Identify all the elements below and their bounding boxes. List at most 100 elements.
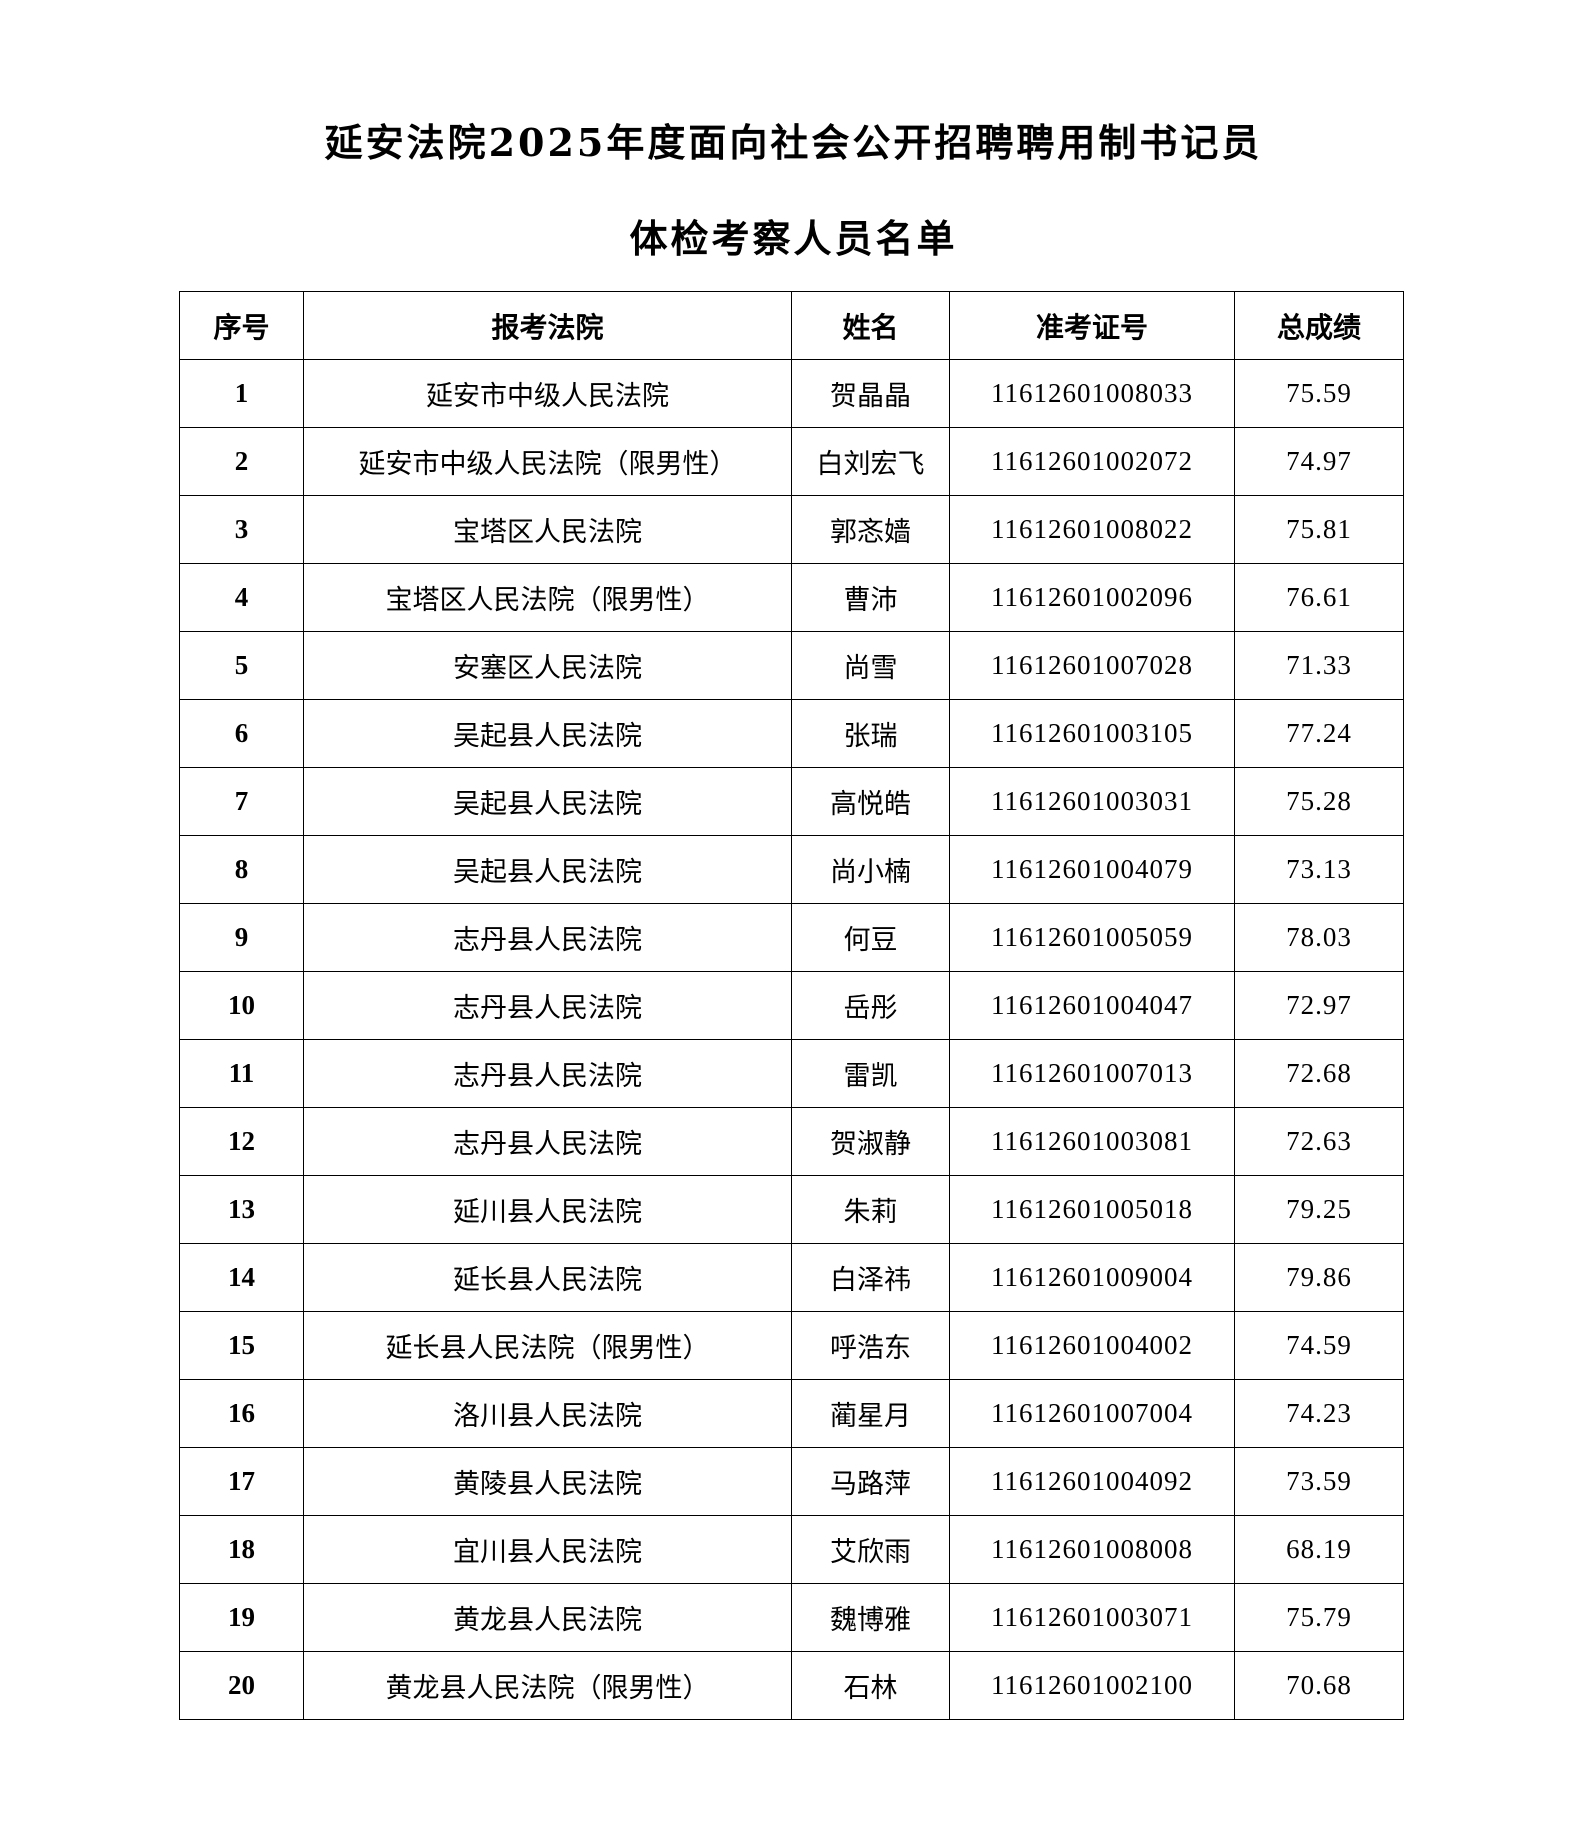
cell-exam-id: 11612601003071: [949, 1583, 1235, 1652]
table-header-row: 序号 报考法院 姓名 准考证号 总成绩: [179, 291, 1404, 360]
cell-score: 79.86: [1234, 1243, 1404, 1312]
cell-score: 75.59: [1234, 359, 1404, 428]
cell-exam-id: 11612601007013: [949, 1039, 1235, 1108]
cell-exam-id: 11612601008008: [949, 1515, 1235, 1584]
cell-court: 志丹县人民法院: [303, 1107, 792, 1176]
cell-exam-id: 11612601004079: [949, 835, 1235, 904]
table-row: 14 延长县人民法院 白泽祎 11612601009004 79.86: [179, 1243, 1404, 1312]
cell-name: 朱莉: [791, 1175, 950, 1244]
document-title: 延安法院2025年度面向社会公开招聘聘用制书记员: [324, 120, 1263, 165]
table-row: 8 吴起县人民法院 尚小楠 11612601004079 73.13: [179, 835, 1404, 904]
cell-index: 18: [179, 1515, 304, 1584]
table-row: 19 黄龙县人民法院 魏博雅 11612601003071 75.79: [179, 1583, 1404, 1652]
cell-name: 何豆: [791, 903, 950, 972]
cell-index: 10: [179, 971, 304, 1040]
cell-name: 高悦皓: [791, 767, 950, 836]
cell-index: 9: [179, 903, 304, 972]
cell-exam-id: 11612601007028: [949, 631, 1235, 700]
cell-name: 蔺星月: [791, 1379, 950, 1448]
cell-name: 郭忞嫱: [791, 495, 950, 564]
cell-score: 72.63: [1234, 1107, 1404, 1176]
cell-court: 延安市中级人民法院（限男性）: [303, 427, 792, 496]
candidate-table: 序号 报考法院 姓名 准考证号 总成绩 1 延安市中级人民法院 贺晶晶 1161260…: [179, 291, 1404, 1720]
table-row: 16 洛川县人民法院 蔺星月 11612601007004 74.23: [179, 1379, 1404, 1448]
cell-score: 71.33: [1234, 631, 1404, 700]
table-row: 2 延安市中级人民法院（限男性） 白刘宏飞 11612601002072 74.97: [179, 427, 1404, 496]
cell-score: 75.81: [1234, 495, 1404, 564]
cell-score: 78.03: [1234, 903, 1404, 972]
cell-court: 洛川县人民法院: [303, 1379, 792, 1448]
cell-exam-id: 11612601004002: [949, 1311, 1235, 1380]
cell-exam-id: 11612601002072: [949, 427, 1235, 496]
cell-index: 14: [179, 1243, 304, 1312]
cell-score: 75.28: [1234, 767, 1404, 836]
cell-court: 延长县人民法院（限男性）: [303, 1311, 792, 1380]
cell-court: 宜川县人民法院: [303, 1515, 792, 1584]
cell-index: 7: [179, 767, 304, 836]
cell-court: 志丹县人民法院: [303, 1039, 792, 1108]
cell-score: 74.97: [1234, 427, 1404, 496]
cell-exam-id: 11612601003081: [949, 1107, 1235, 1176]
header-court: 报考法院: [303, 291, 792, 360]
cell-exam-id: 11612601003031: [949, 767, 1235, 836]
cell-index: 20: [179, 1651, 304, 1720]
cell-court: 宝塔区人民法院: [303, 495, 792, 564]
cell-index: 2: [179, 427, 304, 496]
cell-index: 3: [179, 495, 304, 564]
table-row: 6 吴起县人民法院 张瑞 11612601003105 77.24: [179, 699, 1404, 768]
header-index: 序号: [179, 291, 304, 360]
table-row: 17 黄陵县人民法院 马路萍 11612601004092 73.59: [179, 1447, 1404, 1516]
cell-exam-id: 11612601007004: [949, 1379, 1235, 1448]
cell-score: 76.61: [1234, 563, 1404, 632]
cell-exam-id: 11612601005059: [949, 903, 1235, 972]
cell-court: 延长县人民法院: [303, 1243, 792, 1312]
cell-index: 5: [179, 631, 304, 700]
cell-name: 张瑞: [791, 699, 950, 768]
table-row: 9 志丹县人民法院 何豆 11612601005059 78.03: [179, 903, 1404, 972]
cell-name: 雷凯: [791, 1039, 950, 1108]
cell-index: 12: [179, 1107, 304, 1176]
cell-exam-id: 11612601005018: [949, 1175, 1235, 1244]
cell-exam-id: 11612601008033: [949, 359, 1235, 428]
cell-court: 宝塔区人民法院（限男性）: [303, 563, 792, 632]
cell-court: 吴起县人民法院: [303, 835, 792, 904]
cell-index: 8: [179, 835, 304, 904]
cell-name: 白泽祎: [791, 1243, 950, 1312]
cell-name: 艾欣雨: [791, 1515, 950, 1584]
cell-court: 黄龙县人民法院（限男性）: [303, 1651, 792, 1720]
table-row: 18 宜川县人民法院 艾欣雨 11612601008008 68.19: [179, 1515, 1404, 1584]
cell-exam-id: 11612601003105: [949, 699, 1235, 768]
cell-court: 黄龙县人民法院: [303, 1583, 792, 1652]
cell-score: 74.59: [1234, 1311, 1404, 1380]
cell-name: 岳彤: [791, 971, 950, 1040]
cell-index: 6: [179, 699, 304, 768]
cell-score: 73.13: [1234, 835, 1404, 904]
cell-exam-id: 11612601002100: [949, 1651, 1235, 1720]
header-name: 姓名: [791, 291, 950, 360]
cell-court: 黄陵县人民法院: [303, 1447, 792, 1516]
cell-exam-id: 11612601009004: [949, 1243, 1235, 1312]
cell-court: 吴起县人民法院: [303, 699, 792, 768]
table-row: 4 宝塔区人民法院（限男性） 曹沛 11612601002096 76.61: [179, 563, 1404, 632]
cell-score: 68.19: [1234, 1515, 1404, 1584]
cell-name: 尚小楠: [791, 835, 950, 904]
cell-court: 安塞区人民法院: [303, 631, 792, 700]
cell-name: 贺晶晶: [791, 359, 950, 428]
cell-index: 11: [179, 1039, 304, 1108]
cell-name: 尚雪: [791, 631, 950, 700]
cell-court: 延川县人民法院: [303, 1175, 792, 1244]
cell-exam-id: 11612601008022: [949, 495, 1235, 564]
cell-score: 74.23: [1234, 1379, 1404, 1448]
cell-exam-id: 11612601004047: [949, 971, 1235, 1040]
cell-name: 贺淑静: [791, 1107, 950, 1176]
cell-name: 呼浩东: [791, 1311, 950, 1380]
cell-score: 72.97: [1234, 971, 1404, 1040]
table-row: 13 延川县人民法院 朱莉 11612601005018 79.25: [179, 1175, 1404, 1244]
cell-exam-id: 11612601002096: [949, 563, 1235, 632]
cell-score: 77.24: [1234, 699, 1404, 768]
cell-court: 吴起县人民法院: [303, 767, 792, 836]
table-row: 7 吴起县人民法院 高悦皓 11612601003031 75.28: [179, 767, 1404, 836]
cell-score: 73.59: [1234, 1447, 1404, 1516]
cell-index: 13: [179, 1175, 304, 1244]
cell-score: 72.68: [1234, 1039, 1404, 1108]
